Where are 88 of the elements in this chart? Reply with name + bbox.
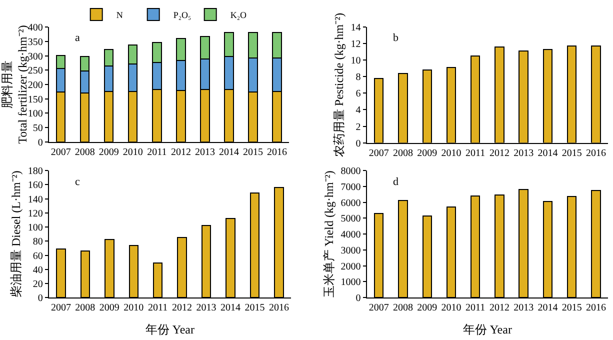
- x-tick-label: 2012: [172, 302, 192, 314]
- y-tick-label: 14: [350, 22, 361, 34]
- x-tick-label: 2012: [170, 146, 191, 158]
- y-tick-label: 5000: [340, 214, 361, 225]
- x-tick-label: 2012: [489, 148, 510, 159]
- y-tick-label: 1000: [340, 277, 361, 288]
- y-tick-label: 0: [356, 138, 361, 150]
- x-tick-label: 2010: [122, 146, 143, 158]
- x-tick-label: 2014: [219, 146, 240, 158]
- y-tick-label: 80: [32, 236, 43, 248]
- x-tick-label: 2015: [562, 148, 582, 159]
- y-tick-label: 350: [28, 36, 43, 48]
- x-tick-label: 2016: [586, 302, 606, 314]
- y-tick-label: 100: [28, 222, 43, 234]
- x-tick-label: 2007: [368, 302, 389, 314]
- legend-label: N: [116, 10, 124, 20]
- x-tick-label: 2015: [562, 302, 582, 314]
- x-axis-title: 年份 Year: [145, 322, 195, 337]
- y-tick-label: 8: [356, 72, 361, 84]
- y-tick-label: 0: [356, 293, 361, 304]
- y-tick-label: 3000: [340, 245, 361, 256]
- x-tick-label: 2015: [243, 146, 264, 158]
- x-tick-label: 2011: [147, 146, 167, 158]
- x-tick-label: 2010: [124, 302, 144, 314]
- y-axis-title: 柴油用量 Diesel (L·hm⁻²): [9, 170, 24, 298]
- legend-label: K₂O: [230, 10, 247, 20]
- x-tick-label: 2008: [392, 302, 413, 314]
- x-tick-label: 2015: [244, 302, 265, 314]
- x-tick-label: 2008: [74, 146, 95, 158]
- x-tick-label: 2014: [220, 302, 241, 314]
- x-tick-label: 2009: [417, 302, 438, 314]
- y-tick-label: 40: [32, 264, 43, 276]
- y-tick-label: 400: [28, 22, 43, 34]
- annotation: b: [393, 32, 399, 44]
- y-tick-label: 300: [28, 51, 43, 62]
- y-tick-label: 8000: [340, 166, 361, 177]
- y-tick-label: 50: [32, 122, 43, 134]
- y-tick-label: 200: [28, 80, 43, 91]
- x-tick-label: 2014: [538, 302, 558, 314]
- y-axis-title: 农药用量 Pesticide (kg·hm⁻²): [332, 12, 346, 158]
- y-tick-label: 160: [28, 180, 43, 192]
- x-tick-label: 2007: [50, 302, 71, 314]
- x-tick-label: 2010: [441, 302, 462, 314]
- y-tick-label: 180: [28, 166, 43, 177]
- x-tick-label: 2010: [441, 148, 462, 159]
- y-tick-label: 2000: [340, 261, 361, 272]
- legend-label: P₂O₅: [173, 10, 192, 20]
- x-tick-label: 2009: [417, 148, 438, 159]
- y-tick-label: 100: [28, 108, 43, 120]
- y-tick-label: 7000: [340, 182, 361, 193]
- x-tick-label: 2013: [514, 148, 534, 159]
- x-tick-label: 2011: [466, 148, 486, 159]
- x-tick-label: 2013: [196, 302, 216, 314]
- x-tick-label: 2016: [267, 146, 288, 158]
- x-tick-label: 2013: [194, 146, 215, 158]
- x-axis-title: 年份 Year: [462, 322, 512, 337]
- x-tick-label: 2007: [368, 148, 389, 159]
- annotation: c: [75, 176, 80, 188]
- y-tick-label: 10: [350, 56, 361, 67]
- y-tick-label: 20: [32, 279, 43, 290]
- y-tick-label: 4000: [340, 230, 361, 241]
- y-tick-label: 6000: [340, 198, 361, 209]
- y-tick-label: 60: [32, 250, 43, 262]
- y-tick-label: 4: [356, 105, 361, 116]
- x-tick-label: 2011: [148, 302, 168, 314]
- x-tick-label: 2009: [98, 146, 119, 158]
- x-tick-label: 2013: [514, 302, 534, 314]
- x-tick-label: 2016: [268, 302, 289, 314]
- y-axis-title: 玉米单产 Yield (kg·hm⁻²): [322, 170, 336, 298]
- x-tick-label: 2007: [50, 146, 71, 158]
- annotation: a: [75, 32, 80, 44]
- annotation: d: [393, 176, 399, 188]
- x-tick-label: 2014: [538, 148, 558, 159]
- y-tick-label: 12: [350, 39, 361, 50]
- x-tick-label: 2016: [586, 148, 606, 159]
- y-tick-label: 6: [356, 88, 361, 100]
- x-tick-label: 2009: [99, 302, 120, 314]
- y-tick-label: 2: [356, 122, 361, 133]
- y-tick-label: 150: [28, 94, 43, 106]
- y-tick-label: 0: [38, 137, 43, 148]
- y-tick-label: 0: [38, 293, 43, 304]
- x-tick-label: 2011: [466, 302, 486, 314]
- x-tick-label: 2008: [392, 148, 413, 159]
- x-tick-label: 2008: [75, 302, 96, 314]
- y-tick-label: 120: [28, 208, 43, 220]
- x-tick-label: 2012: [489, 302, 510, 314]
- y-tick-label: 250: [28, 66, 43, 77]
- y-tick-label: 140: [28, 194, 43, 206]
